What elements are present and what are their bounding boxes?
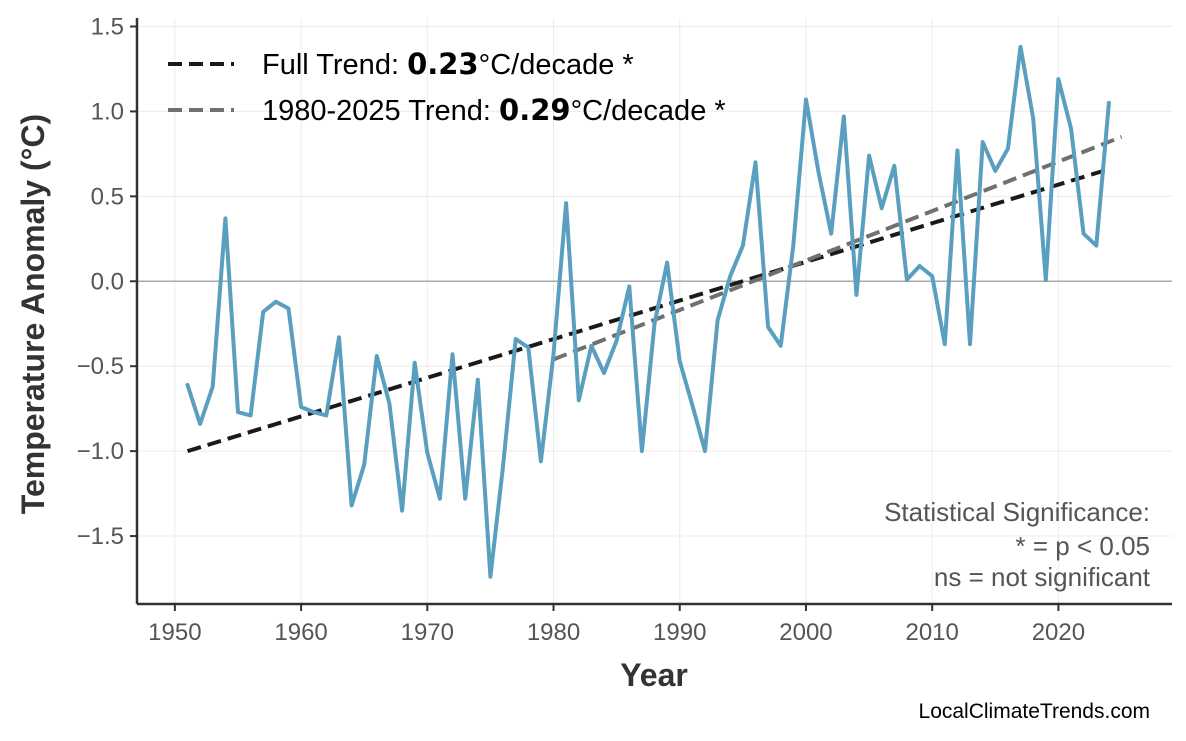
x-axis-title: Year bbox=[620, 657, 688, 693]
x-tick-label: 1970 bbox=[401, 619, 454, 646]
series-lines bbox=[185, 44, 1111, 579]
recent-trend-line bbox=[552, 135, 1123, 362]
x-tick-label: 1950 bbox=[148, 619, 201, 646]
significance-annotation: Statistical Significance: * = p < 0.05 n… bbox=[884, 497, 1151, 592]
y-axis-ticks: 1.5 1.0 0.5 0.0 −0.5 −1.0 −1.5 bbox=[77, 13, 137, 550]
legend-label: Full Trend: 0.23°C/decade * bbox=[262, 47, 634, 81]
y-tick-label: 1.5 bbox=[91, 13, 124, 40]
y-tick-label: 0.0 bbox=[91, 268, 124, 295]
anomaly-series-line bbox=[185, 44, 1111, 579]
y-axis-title: Temperature Anomaly (°C) bbox=[15, 114, 51, 514]
full-trend-line bbox=[186, 167, 1110, 454]
x-tick-label: 1990 bbox=[653, 619, 706, 646]
significance-line-3: ns = not significant bbox=[934, 562, 1151, 592]
legend-label: 1980-2025 Trend: 0.29°C/decade * bbox=[262, 93, 726, 127]
y-tick-label: −0.5 bbox=[77, 353, 124, 380]
significance-line-1: Statistical Significance: bbox=[884, 497, 1150, 527]
significance-line-2: * = p < 0.05 bbox=[1016, 531, 1150, 561]
x-tick-label: 2020 bbox=[1032, 619, 1085, 646]
x-axis-ticks: 1950 1960 1970 1980 1990 2000 2010 2020 bbox=[148, 604, 1085, 646]
site-credit: LocalClimateTrends.com bbox=[919, 700, 1150, 723]
axes bbox=[135, 18, 1172, 606]
x-tick-label: 1980 bbox=[527, 619, 580, 646]
legend: Full Trend: 0.23°C/decade * 1980-2025 Tre… bbox=[168, 47, 726, 127]
y-tick-label: −1.5 bbox=[77, 523, 124, 550]
x-tick-label: 1960 bbox=[274, 619, 327, 646]
y-tick-label: −1.0 bbox=[77, 438, 124, 465]
trend-lines bbox=[186, 135, 1123, 454]
y-tick-label: 1.0 bbox=[91, 98, 124, 125]
x-tick-label: 2000 bbox=[779, 619, 832, 646]
y-tick-label: 0.5 bbox=[91, 183, 124, 210]
x-tick-label: 2010 bbox=[905, 619, 958, 646]
